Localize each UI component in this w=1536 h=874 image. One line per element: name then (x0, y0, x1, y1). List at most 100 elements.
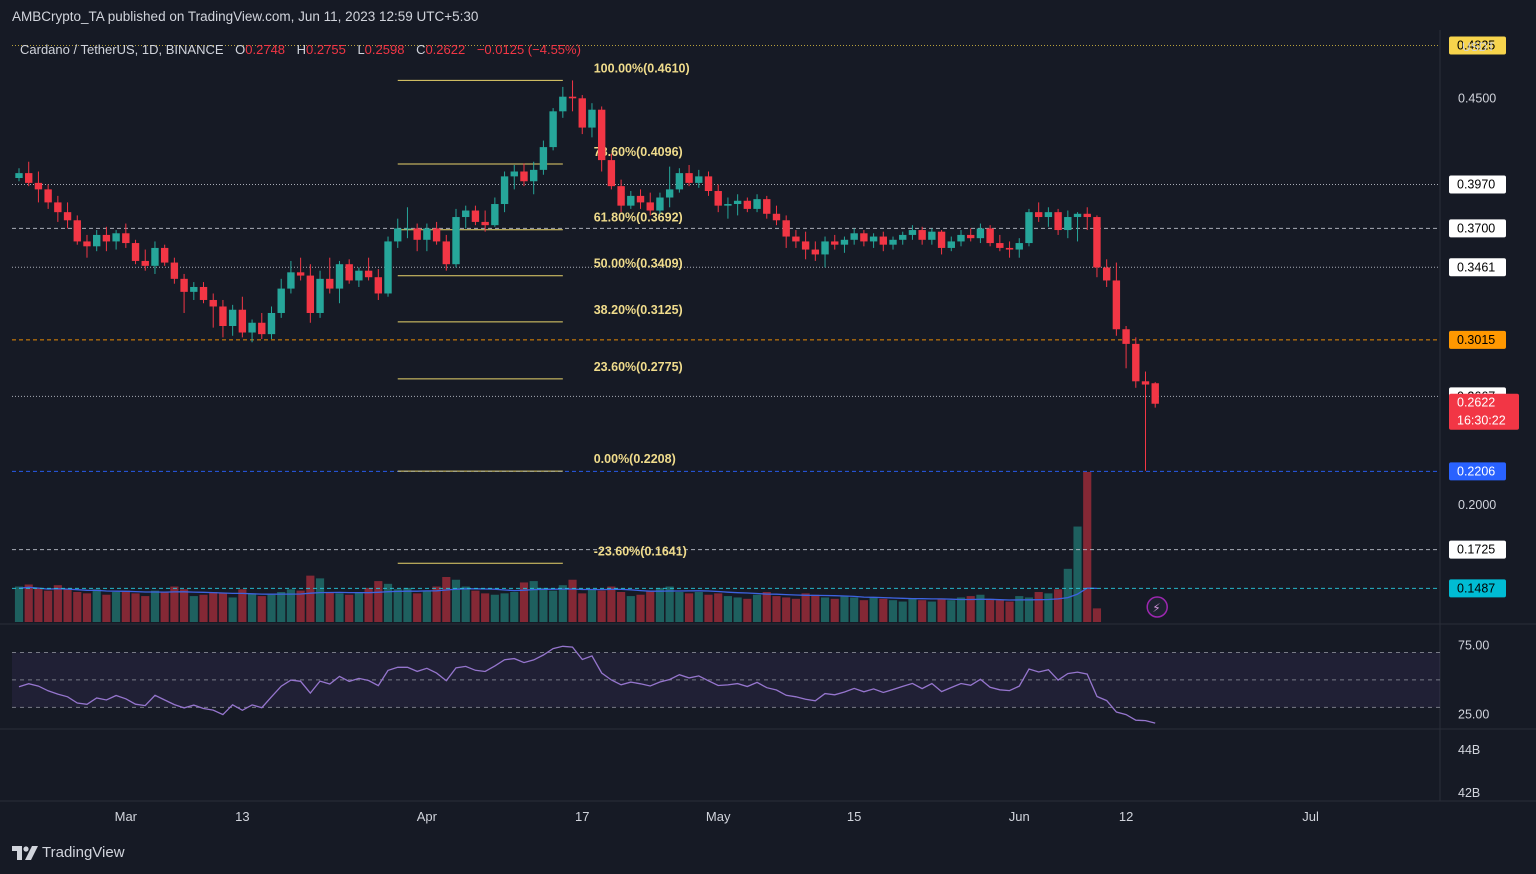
time-axis-tick: 13 (235, 809, 249, 824)
time-axis-tick: 17 (575, 809, 589, 824)
price-axis-badge-value: 0.3015 (1457, 333, 1495, 347)
countdown-timer: 16:30:22 (1457, 414, 1506, 428)
candle-body (374, 277, 383, 294)
volume-bar (393, 589, 402, 622)
volume-bar (869, 597, 878, 622)
candle-body (306, 275, 315, 313)
obv-axis-tick: 42B (1458, 786, 1480, 800)
price-axis-badge (1449, 175, 1506, 194)
high-value: 0.2755 (306, 42, 346, 57)
volume-bar (277, 592, 286, 622)
candle-body (957, 234, 965, 242)
rsi-line (18, 645, 1156, 724)
candle-body (539, 147, 548, 170)
candle-body (1141, 381, 1150, 385)
candle-body (248, 322, 256, 333)
candle-body (1054, 212, 1062, 231)
price-axis-badge (1449, 462, 1506, 481)
volume-bar (859, 600, 868, 622)
candle-body (180, 278, 188, 292)
candle-body (724, 204, 732, 206)
candle-body (1015, 243, 1023, 250)
candle-body (656, 197, 664, 211)
high-label: H (296, 42, 307, 57)
candle-body (287, 272, 295, 289)
candle-body (520, 171, 528, 182)
fib-level-label: 38.20%(0.3125) (594, 303, 683, 317)
candle-body (675, 173, 684, 190)
candle-body (879, 236, 887, 245)
fib-level-label: 23.60%(0.2775) (594, 360, 683, 374)
obv-axis-tick: 44B (1458, 743, 1480, 757)
volume-bar (141, 596, 150, 622)
candle-body (899, 234, 907, 240)
time-axis-tick: 15 (847, 809, 861, 824)
volume-bar (170, 586, 179, 622)
candle-body (335, 264, 344, 289)
volume-bar (383, 583, 393, 622)
candle-body (889, 239, 897, 245)
candle-body (481, 221, 489, 226)
rsi-axis-tick: 75.00 (1458, 639, 1489, 653)
candle-body (937, 231, 946, 248)
candle-body (131, 243, 140, 261)
volume-bar (587, 589, 597, 622)
candle-body (92, 234, 101, 247)
candle-body (219, 306, 227, 326)
candle-body (568, 96, 577, 99)
candle-body (160, 247, 169, 263)
candle-body (1044, 212, 1053, 218)
volume-bar (636, 594, 645, 622)
candle-body (685, 173, 693, 183)
volume-bar (44, 590, 53, 622)
fib-level-label: 100.00%(0.4610) (594, 61, 690, 75)
volume-bar (539, 587, 548, 622)
candle-body (15, 173, 23, 178)
candle-body (432, 228, 441, 242)
volume-bar (432, 586, 441, 622)
candle-body (462, 210, 470, 218)
candle-body (578, 98, 586, 128)
volume-bar (500, 593, 509, 622)
volume-bar (296, 590, 305, 622)
volume-bar (102, 594, 111, 622)
price-axis-tick: 0.4500 (1458, 91, 1496, 105)
symbol-legend[interactable]: Cardano / TetherUS, 1D, BINANCE O0.2748 … (20, 42, 581, 57)
candle-body (821, 241, 829, 255)
volume-bar (752, 594, 762, 622)
price-axis-badge-value: 0.4825 (1457, 38, 1495, 52)
volume-bar (811, 594, 820, 622)
volume-bar (830, 598, 839, 622)
candle-body (34, 182, 43, 190)
volume-bar (403, 587, 412, 622)
tradingview-logo[interactable]: TradingView (12, 844, 125, 861)
volume-bar (247, 593, 257, 622)
volume-bar (150, 590, 160, 622)
time-axis-tick: May (706, 809, 731, 824)
candle-body (1132, 343, 1140, 382)
candle-body (763, 199, 771, 214)
volume-bar (413, 593, 422, 622)
candle-body (345, 264, 353, 281)
candle-body (714, 191, 722, 206)
candle-body (413, 228, 421, 240)
volume-bar (1054, 589, 1063, 622)
price-axis-badge (1449, 36, 1506, 55)
volume-bar (704, 594, 713, 622)
candle-body (918, 230, 926, 240)
candle-body (597, 109, 606, 161)
volume-bar (714, 593, 723, 622)
candle-body (1112, 280, 1121, 330)
candle-body (170, 262, 179, 279)
volume-bar (1092, 608, 1102, 622)
fib-level-label: -23.60%(0.1641) (594, 544, 687, 558)
volume-bar (112, 592, 121, 622)
candle-body (976, 228, 985, 239)
candle-body (782, 220, 790, 237)
candle-body (967, 234, 975, 239)
volume-bar (1044, 593, 1053, 622)
candle-body (190, 286, 198, 292)
candle-body (122, 233, 130, 244)
price-axis-badge (1449, 393, 1519, 430)
